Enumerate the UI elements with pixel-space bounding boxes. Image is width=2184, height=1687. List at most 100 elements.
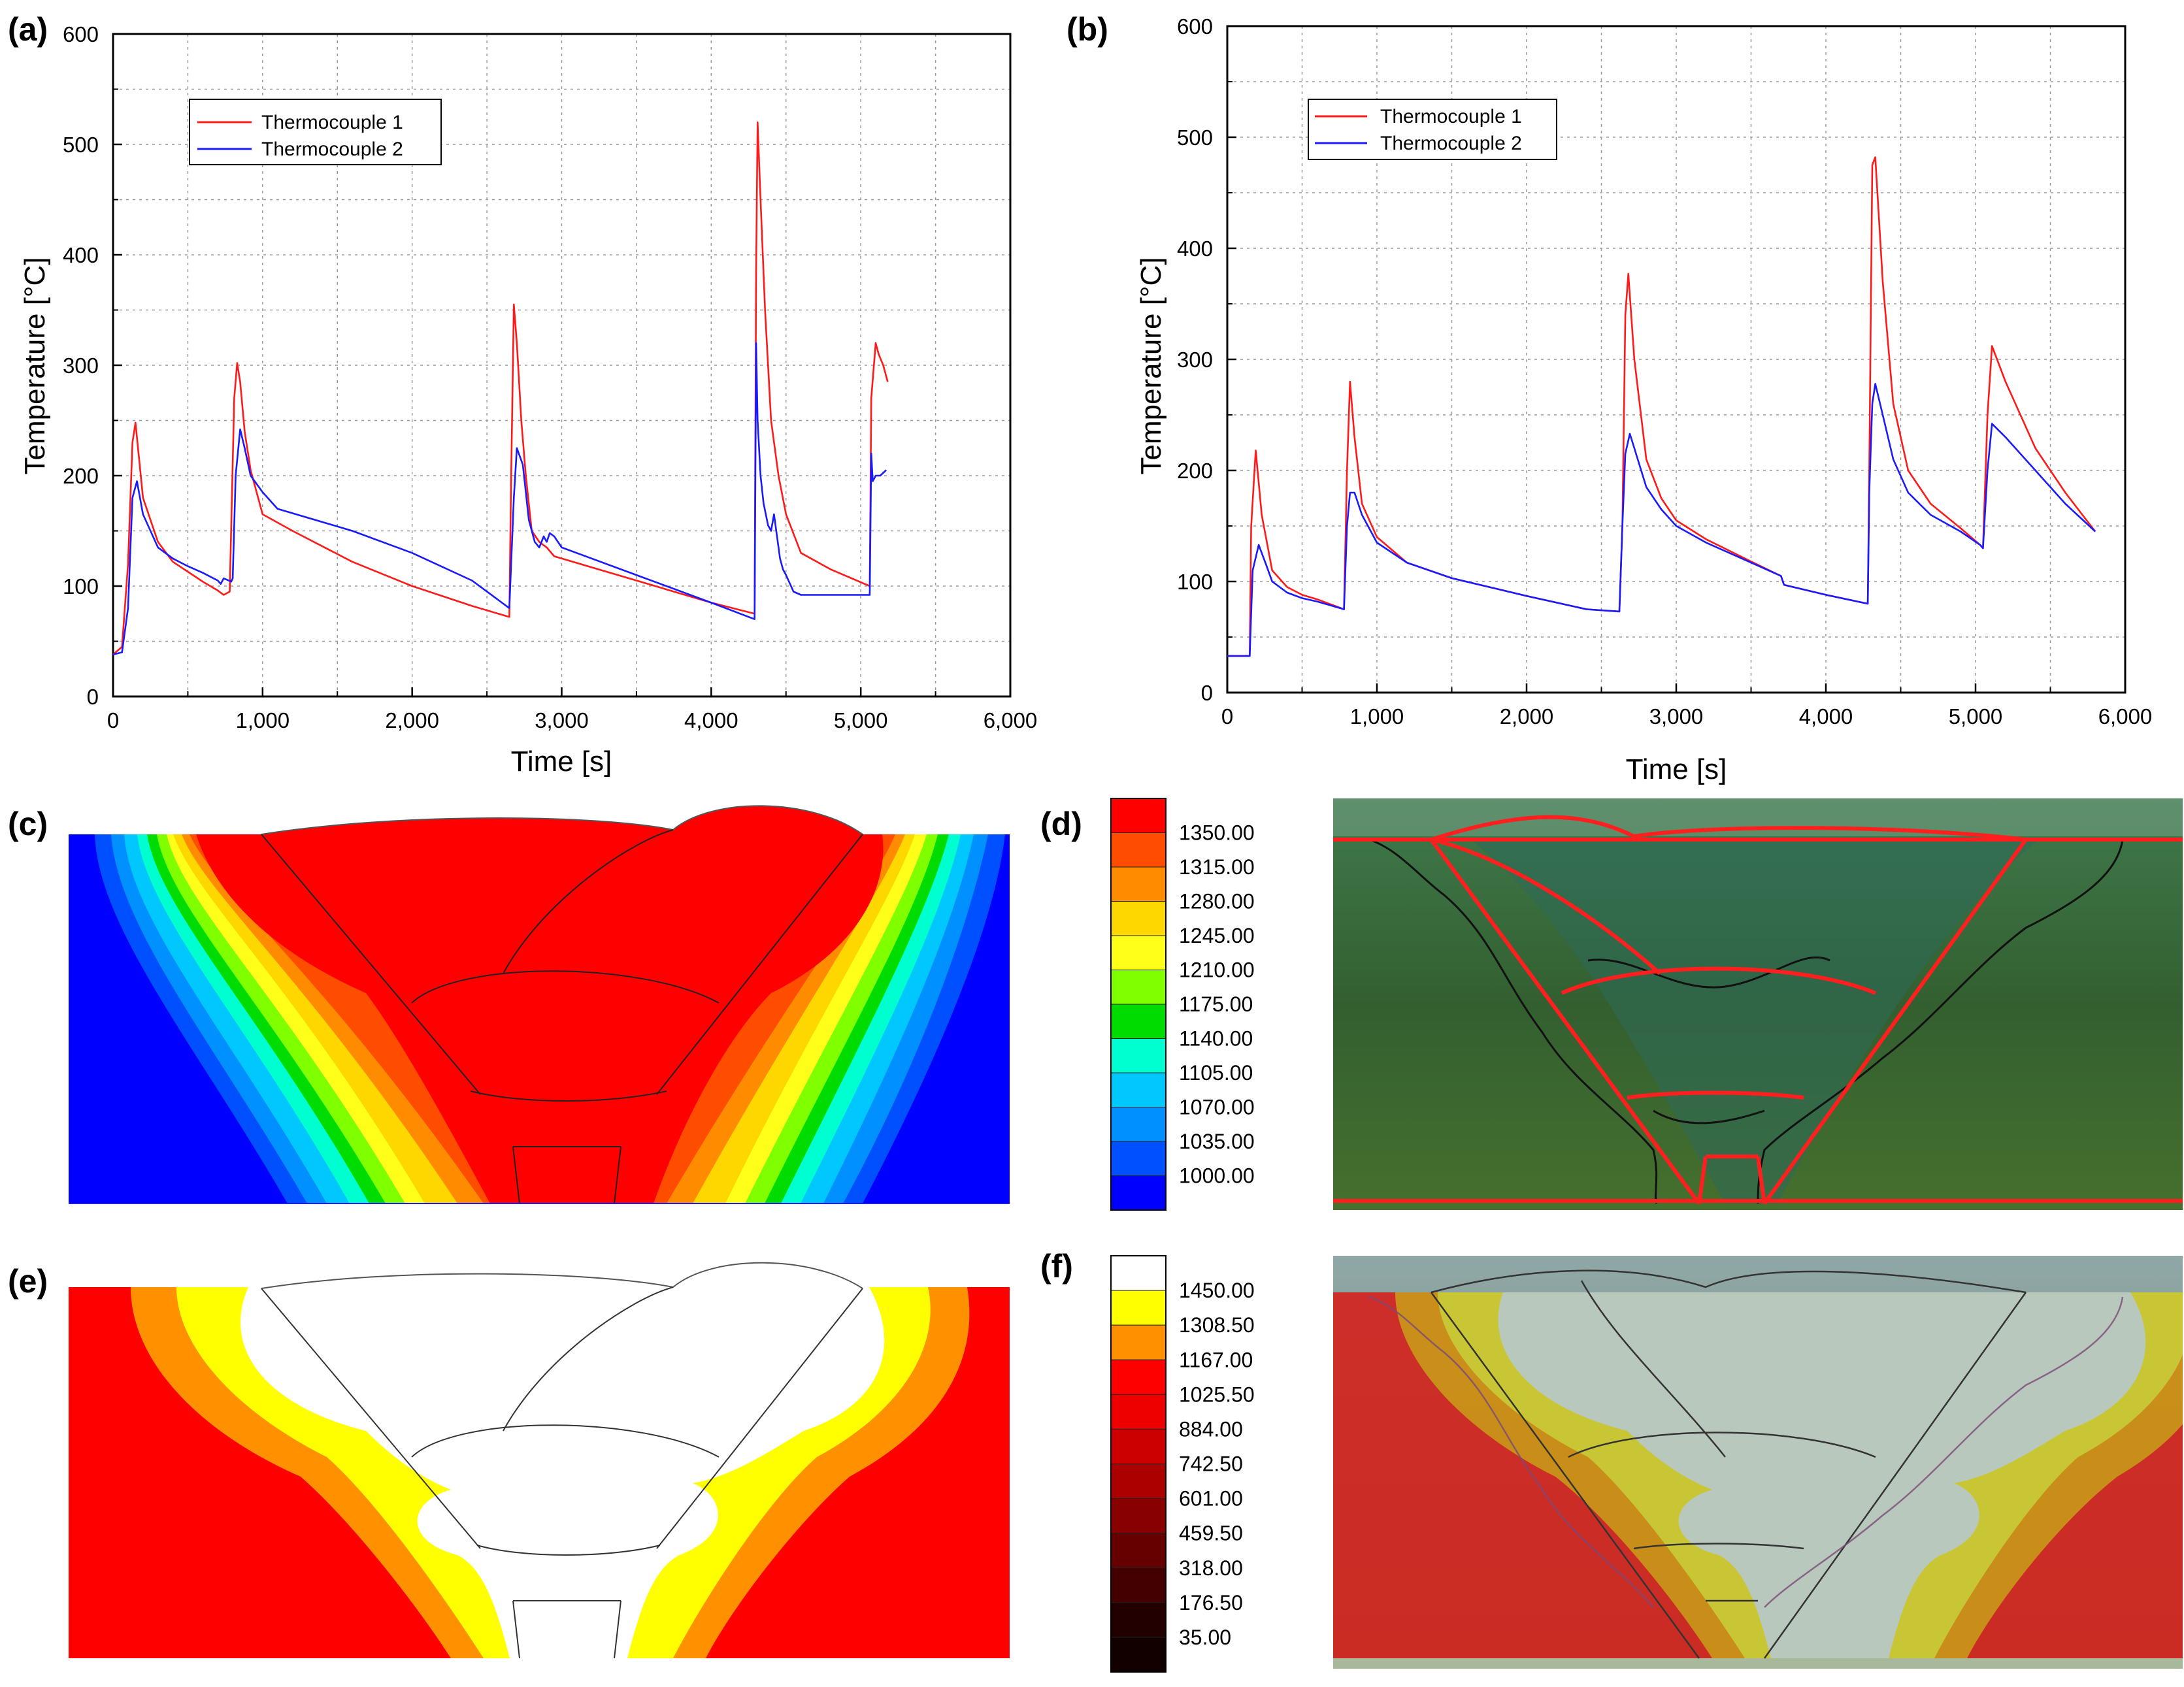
y-tick-label-a: 500 (63, 133, 99, 157)
colorbar-d-swatch (1110, 866, 1166, 902)
y-tick-label-b: 0 (1201, 681, 1213, 705)
colorbar-f-swatch (1110, 1567, 1166, 1603)
panel-label-e: (e) (8, 1263, 48, 1300)
macrograph-d (1333, 798, 2183, 1210)
colorbar-f-frame (1110, 1255, 1166, 1673)
colorbar-f-label: 884.00 (1179, 1417, 1243, 1441)
colorbar-d-swatch (1110, 832, 1166, 868)
colorbar-f-swatch (1110, 1464, 1166, 1499)
x-tick-label-b: 6,000 (2098, 704, 2153, 729)
colorbar-d-swatch (1110, 970, 1166, 1005)
colorbar-d-label: 1280.00 (1179, 890, 1255, 913)
x-tick-label-a: 4,000 (684, 708, 738, 732)
panel-c-fe-contour: (c) (8, 805, 1010, 1204)
series-line-tc1-b (1227, 156, 2096, 657)
x-tick-label-a: 6,000 (984, 708, 1038, 732)
colorbar-f-label: 35.00 (1179, 1626, 1231, 1649)
colorbar-d-swatch (1110, 798, 1166, 833)
colorbar-d-swatch (1110, 1175, 1166, 1211)
colorbar-d-label: 1210.00 (1179, 958, 1255, 982)
panel-label-f: (f) (1040, 1248, 1073, 1285)
y-tick-label-b: 200 (1177, 459, 1213, 483)
y-axis-title-a: Temperature [°C] (19, 257, 51, 474)
legend-box-b (1308, 99, 1557, 160)
colorbar-f: (f) 1450.00 1308.50 1167.00 1025.50 884.00 74… (1040, 1248, 1255, 1673)
y-axis-title-b: Temperature [°C] (1135, 257, 1167, 474)
x-tick-label-b: 0 (1221, 704, 1233, 729)
macrograph-overlay-f (1333, 1256, 2183, 1669)
y-tick-label-b: 400 (1177, 237, 1213, 261)
colorbar-d-label: 1140.00 (1179, 1027, 1253, 1051)
colorbar-f-swatch (1110, 1290, 1166, 1326)
series-line-tc2-b (1227, 383, 2096, 657)
bead-lines-f (1430, 1269, 2027, 1659)
colorbar-d-swatch (1110, 1072, 1166, 1107)
contour-e-plot (69, 1287, 1010, 1658)
colorbar-d-frame (1110, 798, 1166, 1211)
colorbar-f-swatch (1110, 1533, 1166, 1569)
colorbar-d-swatch (1110, 1038, 1166, 1073)
colorbar-d-swatch (1110, 901, 1166, 936)
x-tick-label-b: 2,000 (1500, 704, 1554, 729)
colorbar-f-swatch (1110, 1498, 1166, 1534)
bead-lines-c (69, 829, 1010, 1204)
x-axis-title-b: Time [s] (1626, 753, 1727, 785)
x-axis-title-a: Time [s] (511, 745, 612, 778)
colorbar-d-label: 1245.00 (1179, 924, 1255, 947)
bead-cap-c (261, 805, 863, 835)
legend-a: Thermocouple 1 Thermocouple 2 (189, 99, 442, 165)
colorbar-f-label: 318.00 (1179, 1556, 1243, 1580)
colorbar-f-swatch (1110, 1255, 1166, 1291)
x-tick-label-b: 4,000 (1799, 704, 1853, 729)
y-tick-label-b: 500 (1177, 125, 1213, 150)
x-tick-label-b: 3,000 (1649, 704, 1704, 729)
x-tick-label-a: 1,000 (236, 708, 290, 732)
fusion-line-f (1368, 1296, 2124, 1608)
colorbar-f-label: 742.50 (1179, 1452, 1243, 1476)
y-tick-label-a: 200 (63, 464, 99, 488)
colorbar-d-label: 1350.00 (1179, 821, 1255, 845)
contour-c-plot (69, 834, 1010, 1204)
bead-cap-e (261, 1262, 863, 1289)
legend-label-tc1-b: Thermocouple 1 (1380, 106, 1522, 127)
colorbar-f-swatch (1110, 1324, 1166, 1360)
colorbar-f-label: 601.00 (1179, 1487, 1243, 1511)
colorbar-d-label: 1315.00 (1179, 855, 1255, 879)
colorbar-f-label: 176.50 (1179, 1591, 1243, 1614)
series-line-tc1-a (112, 121, 889, 655)
legend-box-a (189, 99, 442, 165)
colorbar-f-label: 1025.50 (1179, 1383, 1255, 1406)
colorbar-d-swatch (1110, 1141, 1166, 1176)
colorbar-d-label: 1035.00 (1179, 1130, 1255, 1153)
panel-label-a: (a) (8, 11, 48, 48)
colorbar-d-label: 1070.00 (1179, 1096, 1255, 1119)
x-tick-label-b: 1,000 (1350, 704, 1404, 729)
panel-label-c: (c) (8, 806, 48, 842)
y-tick-label-a: 0 (87, 685, 99, 709)
colorbar-f-swatch (1110, 1602, 1166, 1638)
colorbar-f-label: 1167.00 (1179, 1348, 1253, 1371)
legend-label-tc2-b: Thermocouple 2 (1380, 133, 1522, 154)
y-tick-label-a: 600 (63, 22, 99, 46)
colorbar-d-label: 1000.00 (1179, 1164, 1255, 1188)
colorbar-f-swatch (1110, 1428, 1166, 1465)
y-tick-label-a: 100 (63, 574, 99, 598)
bead-lines-e (261, 1286, 863, 1659)
legend-label-tc1-a: Thermocouple 1 (261, 112, 403, 133)
y-tick-label-b: 100 (1177, 570, 1213, 594)
x-tick-label-b: 5,000 (1949, 704, 2003, 729)
y-tick-label-b: 600 (1177, 14, 1213, 39)
colorbar-f-label: 459.50 (1179, 1522, 1243, 1545)
x-tick-label-a: 3,000 (535, 708, 589, 732)
legend-label-tc2-a: Thermocouple 2 (261, 139, 403, 160)
panel-label-d: (d) (1040, 806, 1082, 842)
colorbar-d: (d) 1350.00 1315.00 1280.00 1245.00 1210.00 1… (1040, 798, 1255, 1211)
colorbar-d-label: 1175.00 (1179, 992, 1253, 1016)
legend-b: Thermocouple 1 Thermocouple 2 (1308, 99, 1557, 160)
y-tick-label-a: 300 (63, 353, 99, 378)
colorbar-f-label: 1308.50 (1179, 1313, 1255, 1337)
y-tick-label-b: 300 (1177, 348, 1213, 372)
x-tick-label-a: 2,000 (385, 708, 439, 732)
x-tick-label-a: 5,000 (834, 708, 888, 732)
